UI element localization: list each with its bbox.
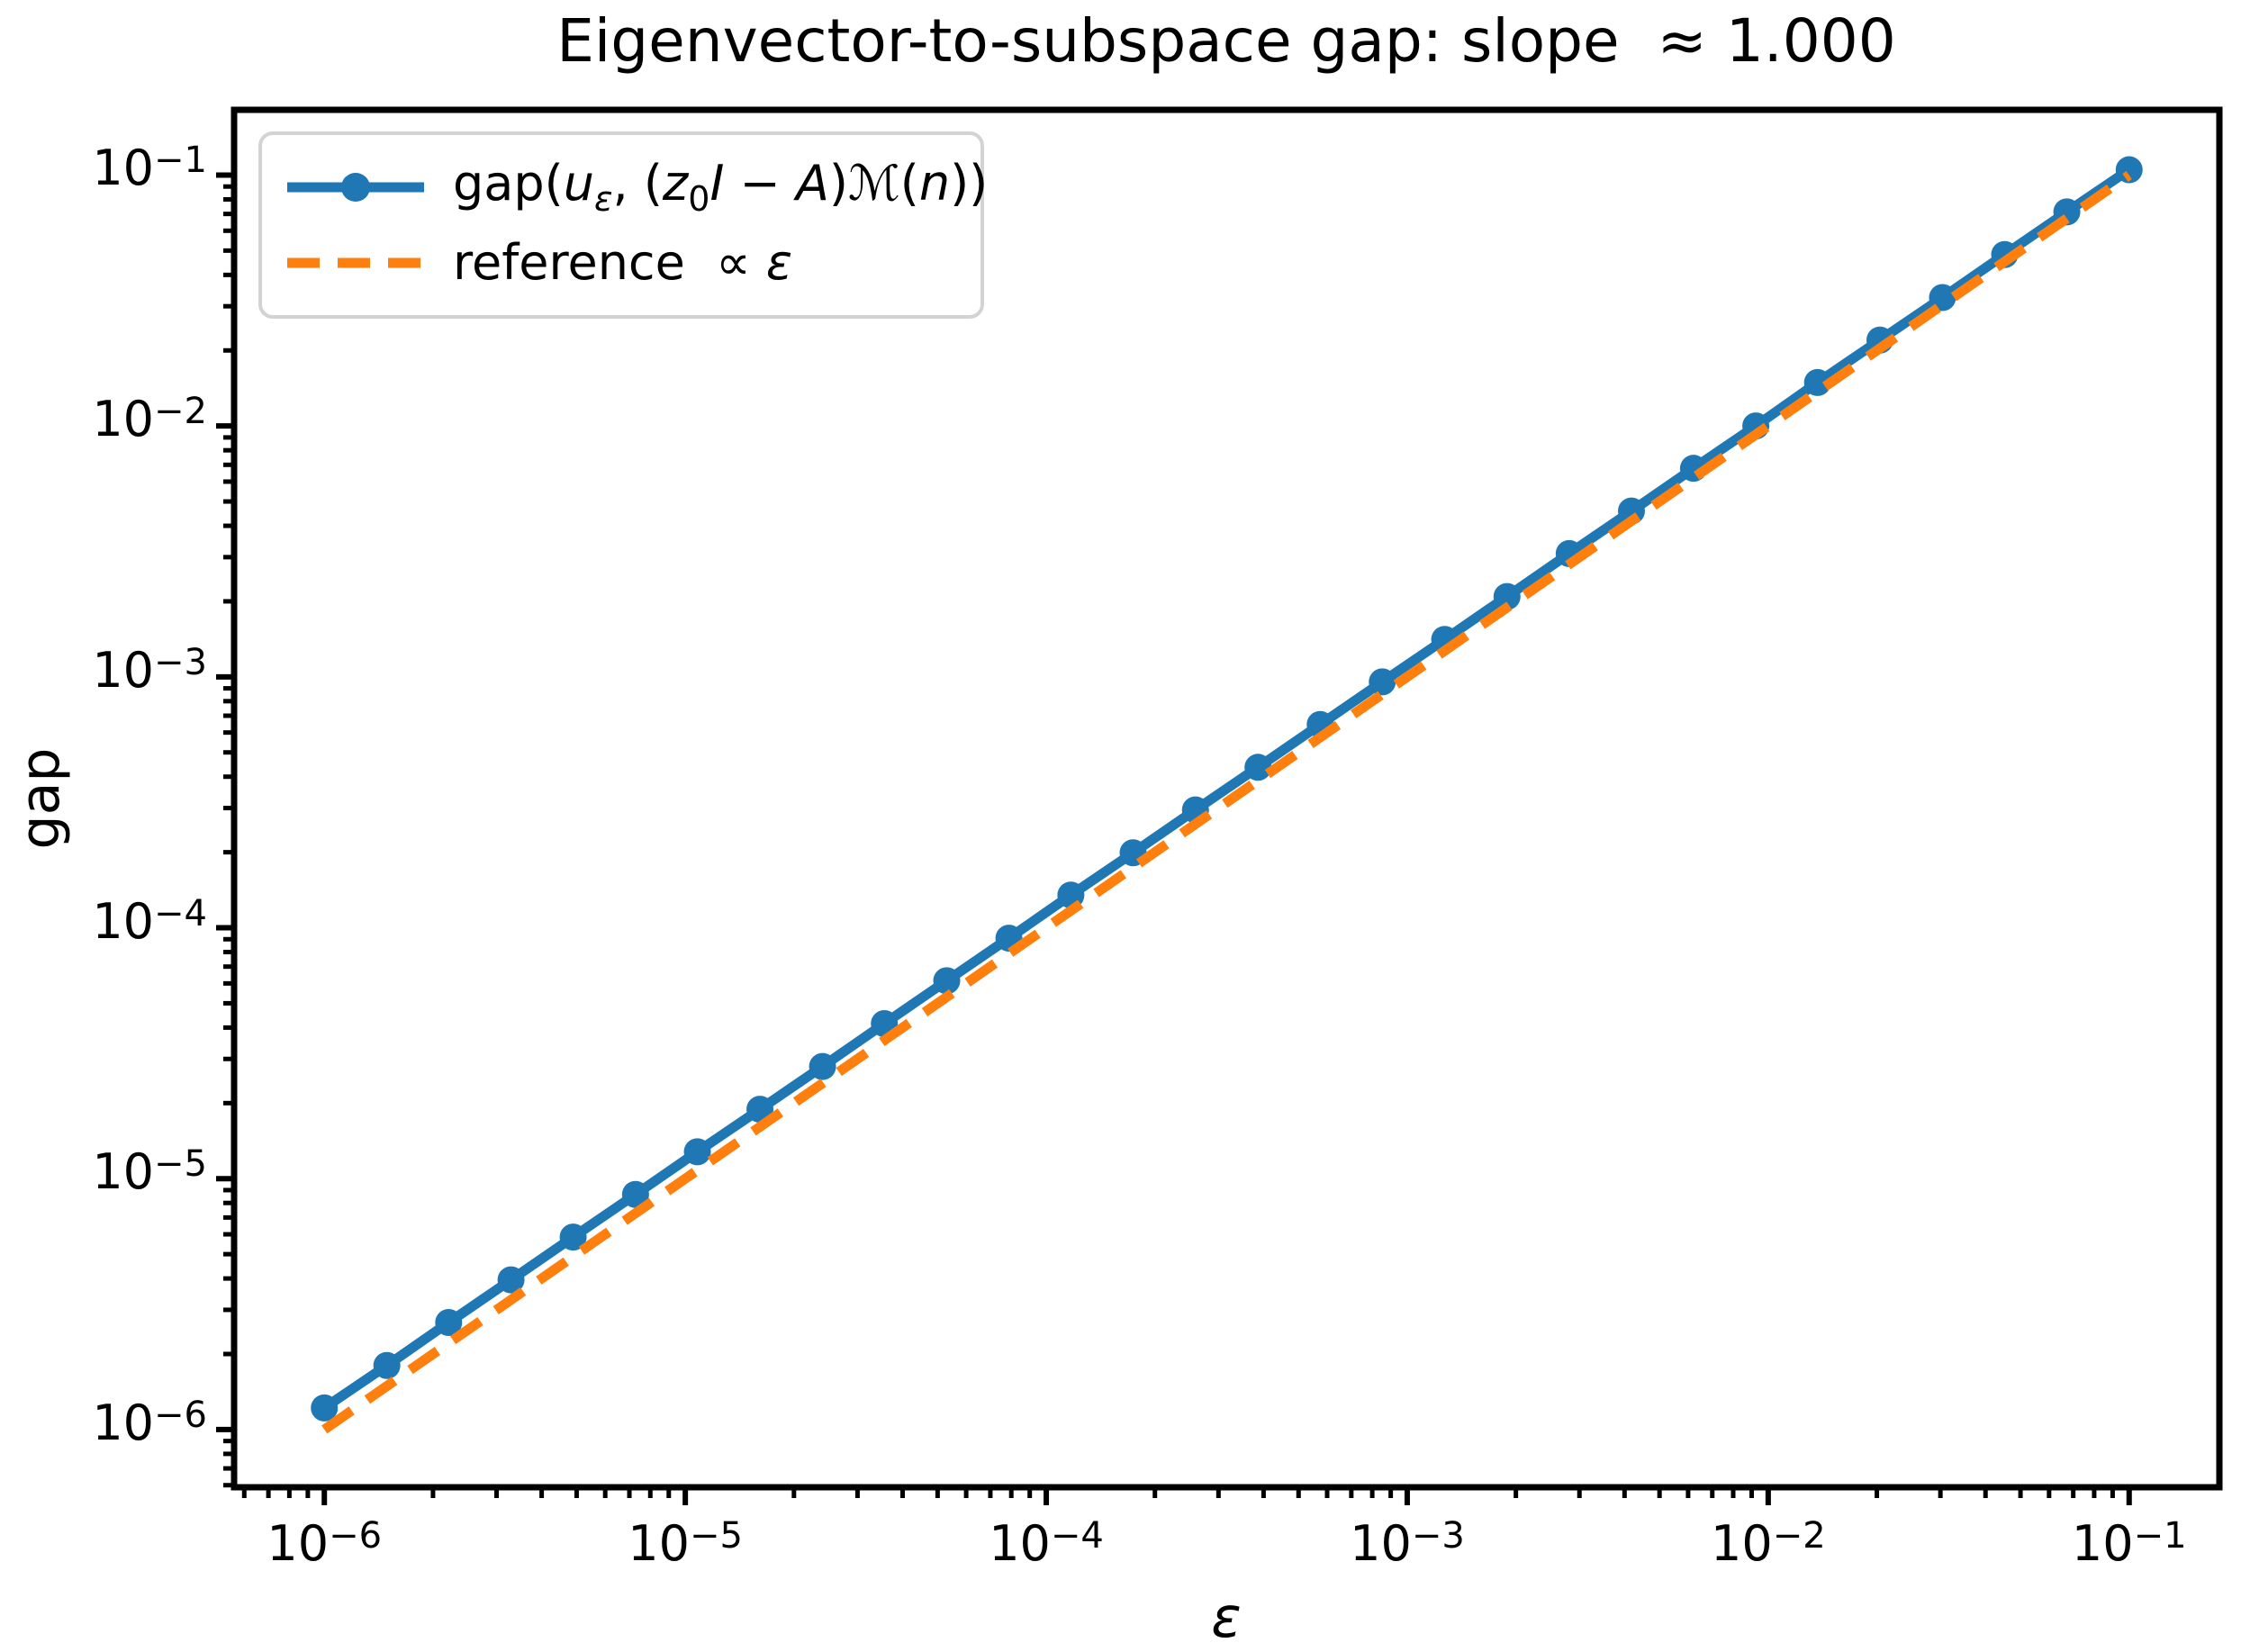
y-tick-label: 10−3 bbox=[92, 641, 207, 699]
legend-sample-dashed-icon bbox=[287, 257, 424, 268]
x-tick-label: 10−2 bbox=[1711, 1515, 1826, 1572]
y-axis-ticks bbox=[216, 172, 234, 1488]
legend: gap(uε, (z0I − A)ℳ(n)) reference ∝ ε bbox=[258, 131, 988, 319]
y-tick-label: 10−4 bbox=[92, 892, 207, 950]
legend-entry-gap: gap(uε, (z0I − A)ℳ(n)) bbox=[284, 149, 988, 225]
legend-entry-reference: reference ∝ ε bbox=[284, 225, 959, 301]
x-axis-label: ε bbox=[1211, 1584, 1242, 1650]
y-tick-label: 10−1 bbox=[92, 140, 207, 197]
chart-title: Eigenvector-to-subspace gap: slope ≈ 1.0… bbox=[556, 6, 1896, 76]
y-tick-label: 10−2 bbox=[92, 391, 207, 448]
legend-label-gap: gap(uε, (z0I − A)ℳ(n)) bbox=[453, 154, 989, 219]
plot-spines bbox=[230, 106, 2223, 1491]
gap-series-line bbox=[321, 165, 2132, 1413]
y-tick-label: 10−6 bbox=[92, 1394, 207, 1451]
legend-sample-solid-marker-icon bbox=[287, 173, 424, 202]
x-tick-label: 10−4 bbox=[989, 1515, 1104, 1572]
x-tick-label: 10−3 bbox=[1350, 1515, 1465, 1572]
y-tick-label: 10−5 bbox=[92, 1143, 207, 1201]
y-axis-label: gap bbox=[9, 747, 72, 850]
x-axis-ticks bbox=[241, 1487, 2132, 1505]
reference-line bbox=[321, 170, 2132, 1434]
x-tick-label: 10−6 bbox=[267, 1515, 383, 1572]
legend-label-reference: reference ∝ ε bbox=[453, 234, 793, 291]
x-tick-label: 10−1 bbox=[2071, 1515, 2187, 1572]
x-tick-label: 10−5 bbox=[628, 1515, 743, 1572]
